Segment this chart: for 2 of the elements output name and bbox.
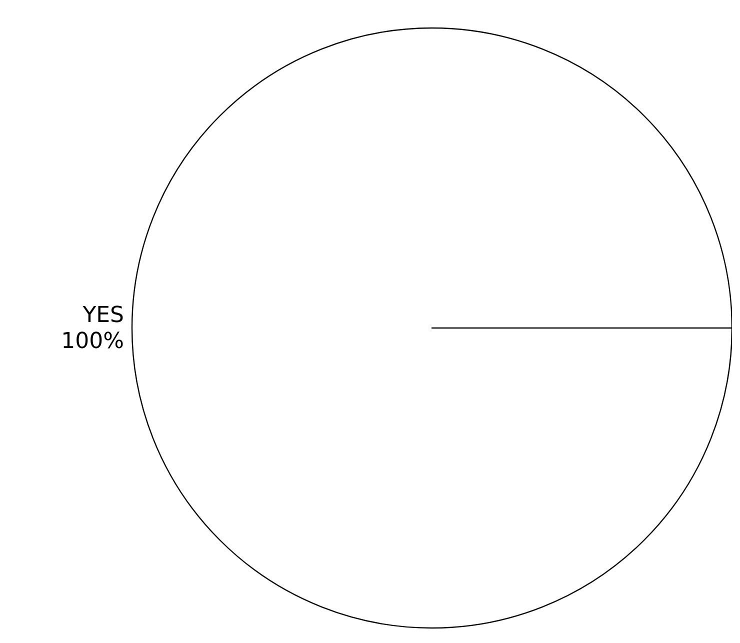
slice-label: YES (82, 303, 124, 328)
data-label: 100% (61, 329, 124, 354)
